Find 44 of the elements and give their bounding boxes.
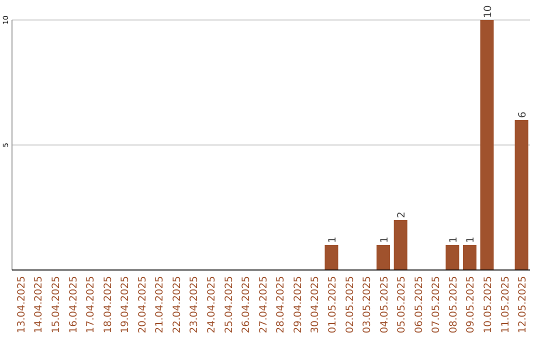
x-tick-label: 23.04.2025	[189, 276, 200, 334]
data-label: 6	[518, 112, 529, 118]
x-tick-label: 22.04.2025	[172, 276, 183, 334]
x-tick-label: 12.05.2025	[518, 276, 529, 334]
bar	[514, 120, 528, 270]
x-tick-label: 14.04.2025	[34, 276, 45, 334]
bar	[480, 20, 494, 270]
x-tick-label: 27.04.2025	[258, 276, 270, 334]
x-tick-label: 17.04.2025	[86, 276, 97, 334]
x-tick-label: 13.04.2025	[16, 276, 28, 334]
x-tick-label: 05.05.2025	[396, 276, 408, 334]
x-tick-label: 02.05.2025	[344, 276, 356, 334]
bar	[376, 245, 390, 270]
x-tick-label: 11.05.2025	[500, 276, 512, 334]
x-tick-label: 01.05.2025	[327, 276, 338, 334]
x-tick-label: 09.05.2025	[466, 276, 477, 334]
x-tick-label: 03.05.2025	[362, 276, 374, 334]
x-tick-label: 24.04.2025	[206, 276, 218, 334]
data-label: 1	[327, 236, 338, 243]
bar	[324, 245, 338, 270]
x-tick-label: 26.04.2025	[241, 276, 252, 334]
x-tick-label: 19.04.2025	[120, 276, 132, 334]
x-tick-label: 06.05.2025	[414, 276, 425, 334]
x-tick-label: 30.04.2025	[310, 276, 322, 334]
x-tick-label: 08.05.2025	[448, 276, 460, 334]
x-tick-label: 04.05.2025	[379, 276, 390, 334]
x-tick-label: 15.04.2025	[51, 276, 62, 334]
bar	[462, 245, 476, 270]
x-tick-label: 07.05.2025	[431, 276, 442, 334]
x-tick-label: 29.04.2025	[292, 276, 304, 334]
x-tick-label: 18.04.2025	[102, 276, 114, 334]
x-tick-label: 21.04.2025	[154, 276, 166, 334]
bar	[446, 245, 460, 270]
data-label: 1	[466, 236, 477, 243]
data-label: 2	[396, 212, 408, 218]
x-tick-label: 16.04.2025	[68, 276, 80, 334]
data-label: 1	[448, 236, 460, 243]
x-tick-label: 10.05.2025	[482, 276, 494, 334]
data-label: 10	[482, 5, 494, 18]
x-tick-label: 20.04.2025	[137, 276, 148, 334]
bar	[394, 220, 408, 270]
x-tick-label: 25.04.2025	[224, 276, 235, 334]
data-label: 1	[379, 236, 390, 243]
x-tick-label: 28.04.2025	[276, 276, 287, 334]
